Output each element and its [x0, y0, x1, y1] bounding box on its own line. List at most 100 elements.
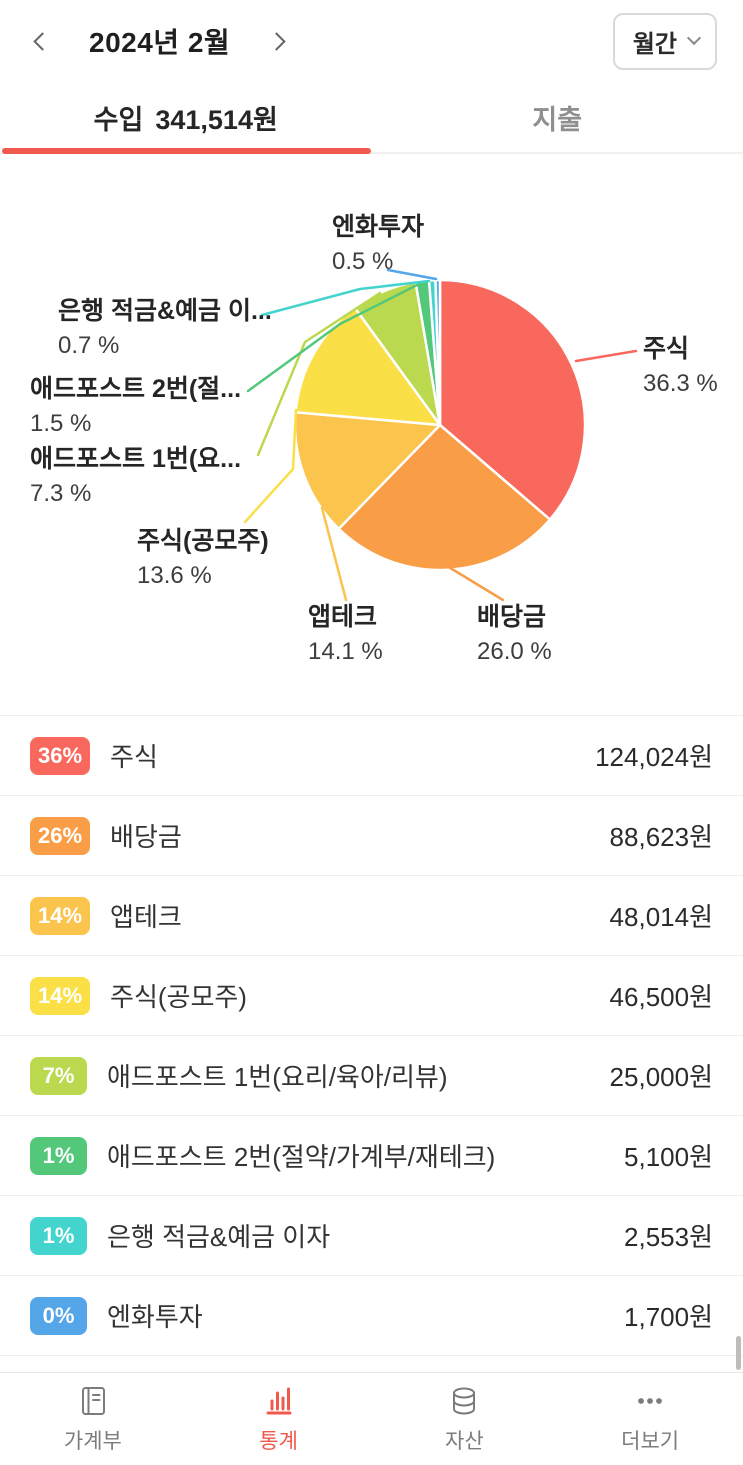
category-row[interactable]: 26% 배당금 88,623원 [0, 796, 743, 876]
bottom-nav: 가계부 통계 자산 [0, 1372, 743, 1465]
tab-expense[interactable]: 지출 [372, 82, 743, 152]
pie-slice-1[interactable] [337, 423, 552, 572]
chart-label-name: 주식(공모주) [137, 527, 269, 555]
chart-label-adpost1: 애드포스트 1번(요... 7.3 % [30, 444, 241, 509]
month-navigator: 2024년 2월 [26, 21, 293, 61]
leader-line [246, 282, 421, 393]
amount-value: 46,500원 [609, 982, 713, 1012]
amount-value: 2,553원 [624, 1222, 713, 1252]
category-label: 주식 [110, 742, 158, 772]
category-row[interactable]: 1% 은행 적금&예금 이자 2,553원 [0, 1196, 743, 1276]
chevron-left-icon [33, 31, 52, 51]
leader-line [256, 291, 382, 457]
nav-item-ledger[interactable]: 가계부 [0, 1373, 186, 1465]
chart-label-dividend: 배당금 26.0 % [477, 602, 552, 667]
chart-label-bank-interest: 은행 적금&예금 이... 0.7 % [58, 296, 272, 361]
tab-income-amount: 341,514원 [155, 104, 278, 135]
month-title: 2024년 2월 [89, 27, 231, 58]
chart-label-stock: 주식 36.3 % [643, 334, 718, 399]
period-label: 월간 [632, 30, 677, 58]
category-row[interactable]: 7% 애드포스트 1번(요리/육아/리뷰) 25,000원 [0, 1036, 743, 1116]
category-list: 36% 주식 124,024원 26% 배당금 88,623원 14% 앱테크 … [0, 715, 743, 1356]
leader-line [243, 408, 298, 524]
chart-label-name: 은행 적금&예금 이... [58, 297, 272, 325]
leader-lines [243, 268, 638, 602]
tab-income-label: 수입 [93, 104, 144, 135]
percent-badge: 0% [30, 1296, 87, 1335]
category-label: 애드포스트 1번(요리/육아/리뷰) [107, 1062, 448, 1092]
more-icon [633, 1384, 667, 1418]
chart-label-apptech: 앱테크 14.1 % [308, 602, 383, 667]
next-month-button[interactable] [260, 25, 293, 58]
prev-month-button[interactable] [26, 25, 59, 58]
nav-item-stats[interactable]: 통계 [186, 1373, 372, 1465]
chart-label-yen-investment: 엔화투자 0.5 % [332, 212, 424, 277]
chart-label-percent: 14.1 % [308, 638, 383, 665]
chevron-right-icon [267, 31, 286, 51]
category-label: 앱테크 [110, 902, 182, 932]
leader-line [320, 506, 348, 602]
chart-label-name: 앱테크 [308, 603, 378, 631]
category-row[interactable]: 1% 애드포스트 2번(절약/가계부/재테크) 5,100원 [0, 1116, 743, 1196]
amount-value: 48,014원 [609, 902, 713, 932]
income-expense-tabs: 수입 341,514원 지출 [0, 82, 743, 154]
nav-item-more[interactable]: 더보기 [557, 1373, 743, 1465]
leader-line [386, 268, 438, 281]
category-row[interactable]: 36% 주식 124,024원 [0, 716, 743, 796]
percent-badge: 14% [30, 896, 91, 935]
leader-line [260, 279, 431, 317]
period-dropdown-button[interactable]: 월간 [612, 12, 717, 70]
percent-badge: 36% [30, 736, 91, 775]
chart-label-percent: 36.3 % [643, 370, 718, 397]
pie-chart-area: 엔화투자 0.5 % 은행 적금&예금 이... 0.7 % 애드포스트 2번(… [0, 154, 743, 715]
category-row[interactable]: 0% 엔화투자 1,700원 [0, 1276, 743, 1356]
category-label: 엔화투자 [107, 1302, 203, 1332]
chart-label-percent: 1.5 % [30, 410, 92, 437]
chart-label-percent: 0.7 % [58, 332, 120, 359]
category-label: 애드포스트 2번(절약/가계부/재테크) [107, 1142, 496, 1172]
nav-label: 가계부 [63, 1429, 122, 1453]
category-row[interactable]: 14% 앱테크 48,014원 [0, 876, 743, 956]
stats-icon [262, 1384, 296, 1418]
ledger-icon [76, 1384, 110, 1418]
nav-label: 더보기 [621, 1429, 680, 1453]
chart-label-ipo-stock: 주식(공모주) 13.6 % [137, 526, 269, 591]
amount-value: 88,623원 [609, 822, 713, 852]
chart-label-percent: 13.6 % [137, 562, 212, 589]
category-label: 은행 적금&예금 이자 [107, 1222, 331, 1252]
chart-label-adpost2: 애드포스트 2번(절... 1.5 % [30, 374, 241, 439]
pie-slices [293, 278, 587, 572]
scrollbar-thumb[interactable] [736, 1336, 741, 1370]
amount-value: 5,100원 [624, 1142, 713, 1172]
chart-label-name: 애드포스트 1번(요... [30, 445, 242, 473]
chart-label-percent: 7.3 % [30, 480, 92, 507]
nav-label: 자산 [445, 1429, 484, 1453]
leader-line [445, 564, 505, 602]
nav-item-assets[interactable]: 자산 [372, 1373, 558, 1465]
amount-value: 25,000원 [609, 1062, 713, 1092]
amount-value: 124,024원 [595, 742, 713, 772]
amount-value: 1,700원 [624, 1302, 713, 1332]
pie-chart [243, 268, 638, 602]
nav-label: 통계 [259, 1429, 298, 1453]
chart-label-name: 주식 [643, 335, 690, 363]
category-label: 배당금 [110, 822, 182, 852]
tab-income[interactable]: 수입 341,514원 [0, 82, 372, 152]
pie-slice-0[interactable] [438, 278, 587, 521]
topbar: 2024년 2월 월간 [0, 0, 743, 82]
chart-label-name: 애드포스트 2번(절... [30, 375, 242, 403]
percent-badge: 7% [30, 1056, 87, 1095]
category-row[interactable]: 14% 주식(공모주) 46,500원 [0, 956, 743, 1036]
active-tab-indicator [2, 148, 371, 154]
percent-badge: 14% [30, 976, 91, 1015]
chart-label-percent: 0.5 % [332, 248, 394, 275]
percent-badge: 1% [30, 1136, 87, 1175]
tab-expense-label: 지출 [532, 104, 583, 135]
category-label: 주식(공모주) [110, 982, 247, 1012]
chart-label-name: 엔화투자 [332, 213, 425, 241]
percent-badge: 26% [30, 816, 91, 855]
percent-badge: 1% [30, 1216, 87, 1255]
assets-icon [447, 1384, 481, 1418]
chevron-down-icon [686, 30, 702, 46]
